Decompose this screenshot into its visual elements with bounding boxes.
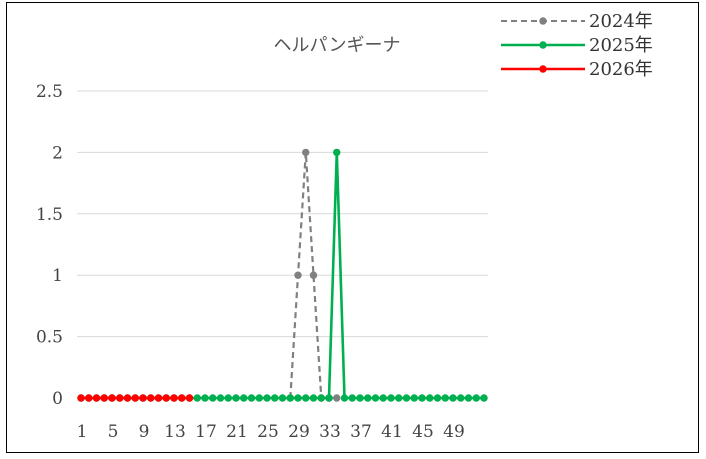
data-point [209, 394, 217, 402]
data-point [333, 148, 341, 157]
data-point [402, 394, 411, 402]
x-tick-label: 17 [195, 422, 217, 442]
data-point [480, 394, 488, 402]
x-tick-label: 33 [319, 422, 341, 442]
data-point [216, 394, 225, 402]
data-point [224, 394, 232, 402]
legend-marker [539, 17, 547, 25]
data-point [309, 394, 318, 402]
y-tick-label: 1 [52, 266, 63, 286]
data-point [457, 394, 465, 402]
data-point [271, 394, 279, 402]
data-point [356, 394, 364, 402]
data-point [77, 394, 85, 402]
y-tick-label: 2 [52, 143, 63, 163]
data-point [433, 394, 442, 402]
x-tick-label: 1 [77, 422, 88, 442]
chart-frame: 0 0.5 1 1.5 2 2.5 1 5 9 13 17 21 25 29 33 37 41 45 49 ヘルパ… [6, 2, 699, 453]
data-point [232, 394, 240, 402]
data-point [193, 394, 201, 402]
data-point [449, 394, 457, 402]
data-point [154, 394, 163, 402]
x-tick-label: 37 [350, 422, 372, 442]
data-point [263, 394, 271, 402]
data-point [116, 394, 124, 402]
data-point [441, 394, 449, 402]
y-tick-label: 1.5 [36, 205, 63, 225]
x-tick-label: 45 [412, 422, 434, 442]
y-tick-label: 0.5 [36, 328, 63, 348]
data-point [201, 394, 209, 402]
data-point [387, 394, 395, 402]
x-tick-label: 13 [164, 422, 186, 442]
data-point [92, 394, 101, 402]
legend: 2024年 2025年 2026年 [501, 11, 653, 80]
y-tick-label: 0 [52, 389, 63, 409]
data-point [178, 394, 186, 402]
y-axis-ticks: 0 0.5 1 1.5 2 2.5 [36, 82, 63, 409]
data-point [278, 394, 287, 402]
x-tick-label: 25 [257, 422, 279, 442]
x-tick-label: 9 [139, 422, 150, 442]
data-point [325, 394, 333, 402]
data-point [418, 394, 426, 402]
data-point [240, 394, 248, 402]
x-tick-label: 29 [288, 422, 310, 442]
chart-title: ヘルパンギーナ [274, 35, 401, 56]
x-tick-label: 49 [443, 422, 465, 442]
x-tick-label: 21 [226, 422, 248, 442]
data-point [302, 148, 310, 157]
data-point [185, 394, 194, 402]
gridlines [77, 90, 488, 399]
legend-marker [539, 65, 547, 73]
legend-item: 2026年 [501, 59, 653, 80]
x-tick-label: 41 [381, 422, 403, 442]
series-3 [77, 394, 194, 402]
data-point [333, 394, 341, 402]
data-point [123, 394, 132, 402]
data-point [294, 271, 302, 279]
legend-item: 2024年 [501, 11, 653, 32]
data-point [131, 394, 139, 402]
series-group [77, 148, 488, 402]
data-point [286, 394, 294, 402]
data-point [379, 394, 387, 402]
y-tick-label: 2.5 [36, 82, 63, 102]
x-tick-label: 5 [108, 422, 119, 442]
data-point [108, 394, 116, 402]
data-point [302, 394, 310, 402]
line-chart: 00.511.522.5 1 5 9 13 17 21 25 29 33 37 41 45 49 ヘルパ… [36, 11, 653, 442]
data-point [309, 271, 318, 279]
data-point [410, 394, 418, 402]
data-point [147, 394, 155, 402]
x-axis-ticks: 1 5 9 13 17 21 25 29 33 37 41 45 49 [77, 422, 465, 442]
data-point [364, 394, 372, 402]
data-point [395, 394, 403, 402]
data-point [348, 394, 356, 402]
data-point [294, 394, 302, 402]
data-point [371, 394, 380, 402]
data-point [139, 394, 147, 402]
legend-label: 2024年 [589, 11, 653, 32]
data-point [340, 394, 349, 402]
data-point [162, 394, 170, 402]
legend-label: 2025年 [589, 35, 653, 56]
data-point [464, 394, 473, 402]
data-point [100, 394, 108, 402]
data-point [247, 394, 256, 402]
data-point [85, 394, 93, 402]
data-point [317, 394, 325, 402]
data-point [255, 394, 263, 402]
data-point [472, 394, 480, 402]
legend-item: 2025年 [501, 35, 653, 56]
data-point [170, 394, 178, 402]
legend-marker [539, 41, 547, 49]
legend-label: 2026年 [589, 59, 653, 80]
data-point [426, 394, 434, 402]
